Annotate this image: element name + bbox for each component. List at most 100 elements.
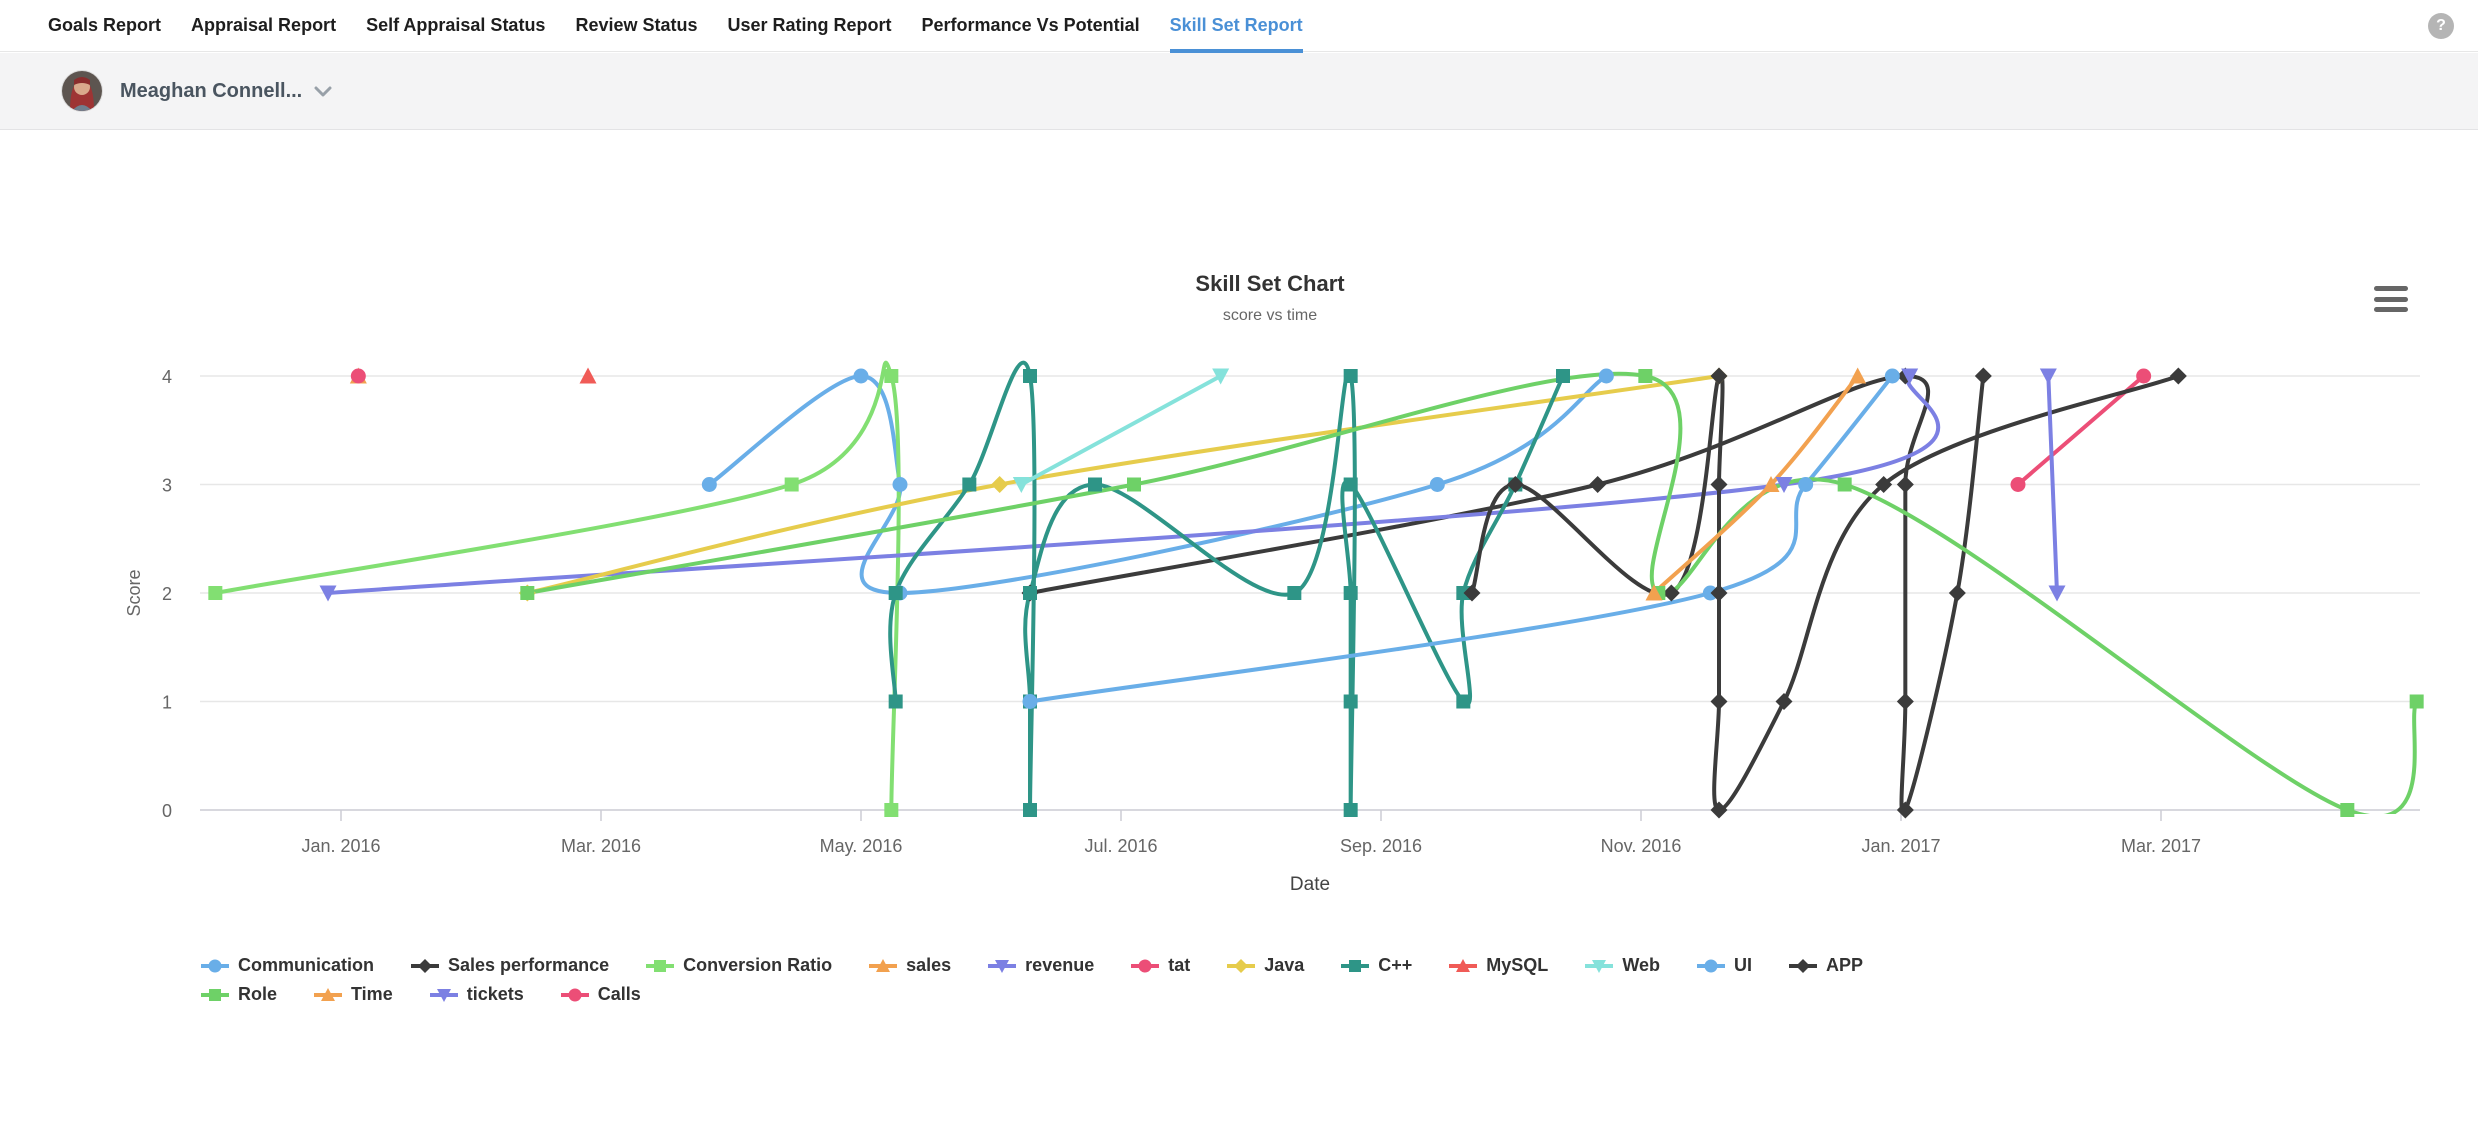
series-line-Conversion Ratio[interactable] bbox=[213, 360, 901, 812]
chart-context-menu-icon[interactable] bbox=[2374, 286, 2408, 312]
legend-item-tickets[interactable]: tickets bbox=[429, 984, 524, 1005]
chevron-down-icon[interactable] bbox=[314, 86, 332, 97]
marker-tat bbox=[2010, 477, 2026, 492]
x-tick-label: Mar. 2016 bbox=[561, 836, 641, 856]
marker-APP bbox=[1710, 476, 1728, 493]
marker-tickets bbox=[2048, 585, 2066, 602]
legend-marker-icon bbox=[1227, 958, 1256, 973]
tab-review-status[interactable]: Review Status bbox=[575, 15, 698, 35]
marker-Web bbox=[1212, 368, 1230, 385]
avatar bbox=[62, 71, 102, 111]
tab-appraisal-report[interactable]: Appraisal Report bbox=[191, 15, 337, 35]
marker-Communication bbox=[853, 368, 869, 384]
tab-goals-report[interactable]: Goals Report bbox=[48, 15, 162, 35]
legend-item-conversion-ratio[interactable]: Conversion Ratio bbox=[645, 955, 832, 976]
y-tick-label: 0 bbox=[162, 801, 172, 821]
legend-item-ui[interactable]: UI bbox=[1696, 955, 1752, 976]
marker-Sales performance bbox=[1896, 476, 1914, 493]
tab-self-appraisal-status[interactable]: Self Appraisal Status bbox=[366, 15, 546, 35]
y-tick-label: 1 bbox=[162, 693, 172, 713]
legend-item-tat[interactable]: tat bbox=[1130, 955, 1190, 976]
legend-label: Web bbox=[1622, 955, 1660, 975]
series-line-Web[interactable] bbox=[1019, 374, 1223, 487]
marker-APP bbox=[2169, 367, 2187, 385]
legend-marker-icon bbox=[1696, 959, 1725, 972]
legend-item-revenue[interactable]: revenue bbox=[987, 955, 1094, 976]
marker-Time bbox=[1645, 584, 1663, 601]
legend-label: MySQL bbox=[1486, 955, 1549, 975]
marker-UI bbox=[1884, 368, 1900, 384]
legend-label: Java bbox=[1264, 955, 1305, 975]
marker-C++ bbox=[888, 586, 903, 600]
marker-Communication bbox=[1429, 477, 1445, 492]
legend-row: Role Time tickets Calls bbox=[200, 984, 1760, 1005]
legend-item-java[interactable]: Java bbox=[1226, 955, 1304, 976]
marker-C++ bbox=[1343, 803, 1358, 817]
x-tick-label: Sep. 2016 bbox=[1340, 836, 1422, 856]
legend-marker-icon bbox=[201, 959, 229, 972]
tab-skill-set-report[interactable]: Skill Set Report bbox=[1169, 0, 1303, 53]
marker-C++ bbox=[888, 694, 903, 709]
marker-Role bbox=[1638, 369, 1653, 383]
x-tick-label: Nov. 2016 bbox=[1601, 836, 1682, 856]
chart-subtitle: score vs time bbox=[1222, 307, 1318, 324]
marker-Sales performance bbox=[1974, 367, 1992, 385]
marker-APP bbox=[1506, 476, 1524, 493]
marker-C++ bbox=[1343, 369, 1358, 383]
legend-marker-icon bbox=[1131, 959, 1160, 972]
legend-label: Sales performance bbox=[448, 955, 610, 975]
marker-C++ bbox=[1343, 694, 1358, 709]
legend-item-sales[interactable]: sales bbox=[868, 955, 951, 976]
marker-C++ bbox=[1343, 586, 1358, 600]
marker-APP bbox=[1710, 801, 1728, 819]
x-tick-label: Jan. 2017 bbox=[1861, 836, 1940, 856]
tab-user-rating-report[interactable]: User Rating Report bbox=[727, 15, 892, 35]
marker-C++ bbox=[1023, 369, 1037, 383]
series-line-revenue[interactable] bbox=[326, 374, 1941, 595]
legend-label: Time bbox=[351, 984, 393, 1004]
legend-item-sales-performance[interactable]: Sales performance bbox=[410, 955, 609, 976]
legend-label: Communication bbox=[238, 955, 375, 975]
marker-Role bbox=[1127, 477, 1141, 492]
legend-label: APP bbox=[1825, 955, 1863, 975]
legend-item-time[interactable]: Time bbox=[313, 984, 393, 1005]
series-line-tickets[interactable] bbox=[2046, 374, 2059, 595]
tab-performance-vs-potential[interactable]: Performance Vs Potential bbox=[921, 15, 1140, 35]
marker-C++ bbox=[1023, 803, 1037, 817]
legend-label: Role bbox=[238, 984, 278, 1004]
legend-marker-icon bbox=[1449, 958, 1478, 972]
legend-item-app[interactable]: APP bbox=[1788, 955, 1863, 976]
legend-label: C++ bbox=[1378, 955, 1413, 975]
help-button[interactable]: ? bbox=[2428, 13, 2454, 39]
legend-item-role[interactable]: Role bbox=[200, 984, 277, 1005]
marker-C++ bbox=[962, 477, 977, 492]
y-tick-label: 3 bbox=[162, 476, 172, 496]
legend-label: revenue bbox=[1025, 955, 1095, 975]
legend-label: tat bbox=[1168, 955, 1191, 975]
legend-marker-icon bbox=[429, 988, 458, 1002]
legend-marker-icon bbox=[201, 988, 229, 1001]
series-line-Role[interactable] bbox=[525, 371, 2419, 817]
marker-Role bbox=[520, 586, 535, 600]
marker-Conversion Ratio bbox=[208, 586, 223, 600]
series-line-tat[interactable] bbox=[2016, 374, 2146, 487]
legend-marker-icon bbox=[646, 959, 675, 972]
marker-Communication bbox=[892, 477, 908, 492]
legend-item-web[interactable]: Web bbox=[1584, 955, 1660, 976]
marker-Role bbox=[2340, 803, 2355, 817]
legend-item-c++[interactable]: C++ bbox=[1340, 955, 1412, 976]
legend-item-mysql[interactable]: MySQL bbox=[1448, 955, 1548, 976]
user-selector-bar[interactable]: Meaghan Connell... bbox=[0, 53, 2478, 130]
question-mark-icon: ? bbox=[2436, 17, 2446, 34]
legend-item-calls[interactable]: Calls bbox=[560, 984, 641, 1005]
marker-APP bbox=[1875, 476, 1893, 493]
legend-item-communication[interactable]: Communication bbox=[200, 955, 374, 976]
y-axis-title: Score bbox=[124, 569, 144, 616]
x-tick-label: May. 2016 bbox=[820, 836, 903, 856]
marker-APP bbox=[1775, 693, 1793, 710]
marker-APP bbox=[1710, 693, 1728, 710]
marker-Web bbox=[1012, 477, 1030, 493]
skill-set-chart: Skill Set Chart score vs time 0 1 2 3 4 Score… bbox=[0, 131, 2478, 1122]
marker-C++ bbox=[1088, 477, 1102, 492]
marker-Sales performance bbox=[1948, 584, 1966, 602]
